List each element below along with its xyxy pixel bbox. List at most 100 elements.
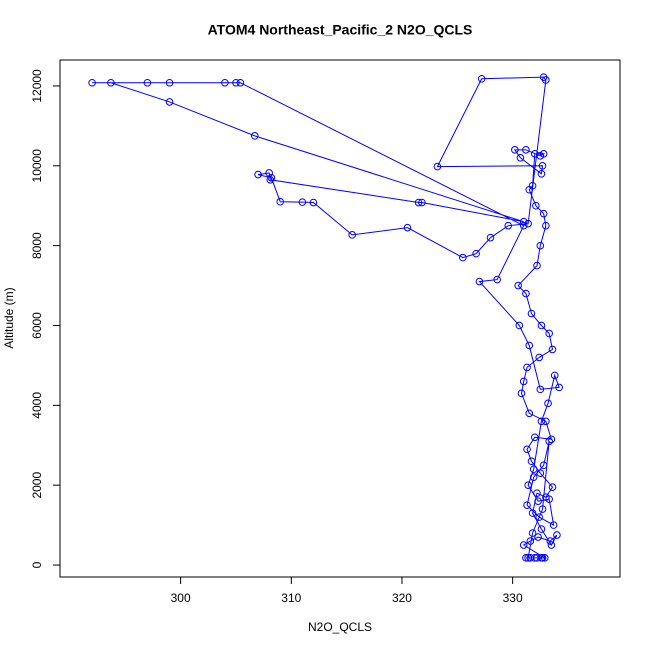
data-point [550, 371, 559, 380]
data-point [267, 173, 276, 182]
data-point [348, 231, 356, 239]
data-point [523, 501, 531, 509]
y-tick-label: 0 [30, 561, 44, 568]
data-point [547, 435, 556, 444]
data-point [544, 399, 552, 408]
x-tick-label: 320 [392, 591, 412, 605]
data-point [542, 221, 550, 230]
y-tick-label: 4000 [30, 392, 44, 419]
data-point [538, 554, 547, 562]
data-point [515, 321, 524, 330]
data-point [540, 554, 549, 562]
data-point [504, 221, 513, 230]
data-point [538, 161, 547, 170]
data-point [525, 409, 534, 418]
data-point [528, 529, 537, 537]
data-point [309, 198, 318, 207]
data-point [534, 533, 542, 541]
data-point [545, 495, 553, 503]
data-point [472, 249, 480, 258]
data-point [523, 445, 531, 454]
data-point [535, 353, 544, 362]
data-point [516, 154, 525, 162]
data-point [533, 261, 541, 270]
x-tick-label: 300 [171, 591, 191, 605]
data-point [433, 162, 442, 171]
data-point [532, 201, 540, 210]
data-point [514, 281, 522, 290]
data-point [553, 531, 561, 539]
y-tick-label: 2000 [30, 472, 44, 499]
data-point [547, 541, 556, 549]
data-point [528, 509, 537, 517]
y-axis-label: Altitude (m) [2, 287, 16, 348]
data-point [88, 78, 96, 87]
data-point [535, 513, 544, 521]
y-tick-label: 10000 [30, 149, 44, 183]
data-point [143, 78, 152, 87]
data-point [542, 76, 550, 84]
data-point [221, 78, 229, 87]
data-point [522, 146, 530, 154]
data-point [536, 385, 545, 394]
data-point [545, 437, 553, 446]
data-point [534, 497, 542, 505]
data-point [165, 98, 174, 106]
data-point [524, 554, 532, 562]
data-point [519, 221, 528, 230]
data-point [298, 198, 307, 206]
data-point [528, 181, 537, 190]
data-point [526, 537, 535, 545]
data-point [493, 275, 501, 284]
data-point [418, 198, 426, 207]
data-point [414, 198, 423, 207]
data-point [511, 146, 519, 154]
data-point [475, 277, 484, 286]
data-point [533, 489, 541, 497]
data-point [254, 170, 262, 179]
data-point [542, 417, 550, 426]
data-point [165, 78, 174, 87]
data-point [232, 78, 240, 87]
data-point [537, 525, 546, 533]
data-point [266, 175, 275, 184]
data-point [523, 363, 531, 372]
data-point [524, 219, 532, 228]
data-point [533, 554, 541, 562]
data-point [403, 223, 412, 232]
data-point [486, 233, 495, 242]
y-tick-label: 8000 [30, 232, 44, 259]
y-tick-label: 6000 [30, 312, 44, 339]
data-point [537, 417, 546, 426]
data-point [548, 345, 557, 354]
data-point [250, 132, 259, 140]
data-point [537, 169, 546, 178]
data-point [236, 78, 245, 87]
data-point [537, 321, 546, 330]
data-point [546, 537, 555, 545]
data-point [549, 521, 558, 529]
data-point [276, 197, 285, 206]
x-axis-label: N2O_QCLS [308, 620, 372, 634]
data-point [519, 377, 528, 386]
data-point [536, 152, 545, 160]
data-point [536, 241, 545, 250]
data-point [519, 541, 528, 549]
data-point [519, 217, 528, 226]
data-point [517, 389, 526, 398]
x-tick-label: 310 [281, 591, 301, 605]
data-point [477, 74, 486, 83]
data-point [459, 253, 467, 262]
data-point [524, 481, 532, 489]
data-point [538, 505, 547, 513]
data-point [527, 457, 536, 466]
data-point [529, 465, 538, 474]
data-point [548, 483, 557, 491]
data-point [555, 383, 563, 392]
y-tick-label: 12000 [30, 69, 44, 103]
data-point [539, 209, 548, 218]
x-tick-label: 330 [503, 591, 523, 605]
data-point [529, 473, 538, 481]
data-point [539, 461, 548, 470]
